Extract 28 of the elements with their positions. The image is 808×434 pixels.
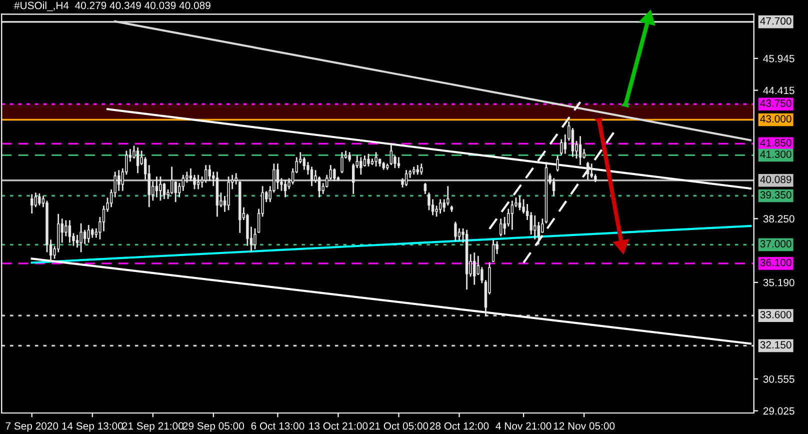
ref-line-label: 33.600 [760,310,792,318]
ref-line-label: 47.700 [760,17,792,25]
y-tick-label: 29.025 [763,407,794,415]
x-tick-label: 6 Oct 13:00 [251,422,304,430]
ref-line-label: 40.089 [760,176,792,184]
x-tick-label: 13 Oct 21:00 [309,422,368,430]
x-tick-label: 28 Oct 12:00 [430,422,489,430]
y-tick-label: 38.250 [763,215,794,223]
x-tick-label: 29 Sep 05:00 [182,422,244,432]
ref-line-label: 36.100 [760,258,792,266]
ref-line-label: 37.000 [760,240,792,248]
ref-line-label: 32.150 [760,341,792,349]
x-tick-label: 4 Nov 21:00 [496,422,552,430]
ref-line-label: 41.300 [760,150,792,158]
x-tick-label: 12 Nov 05:00 [554,422,615,430]
y-tick-label: 35.190 [763,278,794,286]
ref-line-label: 43.000 [760,115,792,123]
y-tick-label: 44.415 [763,86,794,94]
y-tick-label: 45.945 [763,54,794,62]
x-tick-label: 21 Oct 05:00 [369,422,428,430]
ref-line-label: 43.750 [760,100,792,107]
x-tick-label: 14 Sep 13:00 [62,422,123,432]
chart-title: #USOil_,H4 40.279 40.349 40.039 40.089 [14,2,210,12]
ref-line-label: 39.350 [760,191,792,199]
ref-line-label: 41.850 [760,139,792,146]
x-tick-label: 7 Sep 2020 [6,422,58,432]
x-tick-label: 21 Sep 21:00 [122,422,184,432]
y-tick-label: 30.555 [763,375,794,383]
